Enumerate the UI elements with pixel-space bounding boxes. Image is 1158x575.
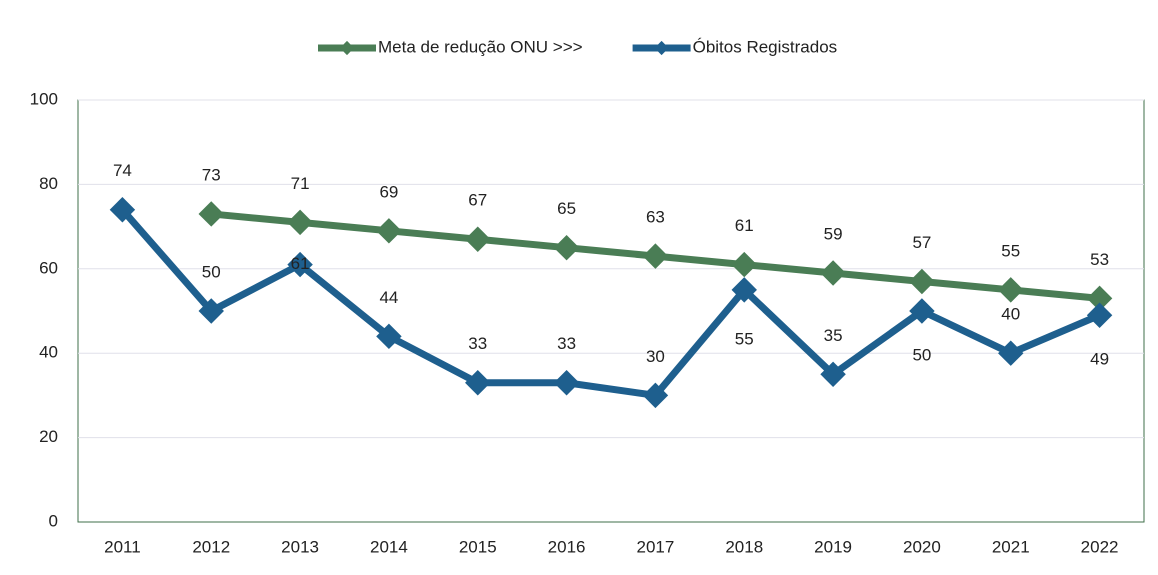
point-marker <box>465 370 491 396</box>
point-marker <box>376 218 402 244</box>
point-marker <box>553 234 580 261</box>
data-label: 63 <box>646 208 665 227</box>
point-marker <box>642 243 669 269</box>
data-label: 40 <box>1001 305 1020 324</box>
legend-label: Meta de redução ONU >>> <box>378 37 583 56</box>
x-tick-label: 2014 <box>370 537 408 556</box>
point-marker <box>198 298 224 324</box>
data-label: 55 <box>735 329 754 348</box>
data-label: 73 <box>202 165 221 184</box>
point-marker <box>731 251 757 278</box>
data-label: 61 <box>291 254 310 273</box>
x-tick-label: 2015 <box>459 537 497 556</box>
x-tick-label: 2021 <box>992 537 1030 556</box>
data-label: 65 <box>557 199 576 218</box>
point-marker <box>909 268 935 295</box>
x-tick-label: 2013 <box>281 537 319 556</box>
point-marker <box>998 340 1024 366</box>
data-label: 44 <box>379 288 398 307</box>
point-marker <box>820 260 846 286</box>
series-line <box>119 207 1101 399</box>
point-marker <box>465 226 491 252</box>
legend-label: Óbitos Registrados <box>693 37 838 56</box>
data-label: 53 <box>1090 250 1109 269</box>
data-label: 33 <box>557 334 576 353</box>
legend-item: Meta de redução ONU >>> <box>318 37 583 56</box>
data-label: 59 <box>824 225 843 244</box>
legend-marker <box>339 40 355 56</box>
data-label: 61 <box>735 216 754 235</box>
y-tick-label: 0 <box>49 511 58 530</box>
point-marker <box>553 370 580 396</box>
y-tick-label: 100 <box>30 89 58 108</box>
point-marker <box>1086 302 1113 328</box>
data-label: 49 <box>1090 350 1109 369</box>
data-label: 55 <box>1001 241 1020 260</box>
legend-marker <box>654 40 669 56</box>
y-tick-label: 60 <box>39 258 58 277</box>
x-tick-label: 2022 <box>1081 537 1119 556</box>
y-tick-label: 40 <box>39 343 58 362</box>
x-tick-label: 2016 <box>548 537 586 556</box>
data-label: 30 <box>646 347 665 366</box>
point-marker <box>820 361 846 388</box>
data-label: 35 <box>824 326 843 345</box>
data-label: 50 <box>202 262 221 281</box>
point-marker <box>376 323 402 350</box>
data-label: 50 <box>912 345 931 364</box>
x-tick-label: 2012 <box>192 537 230 556</box>
x-tick-label: 2020 <box>903 537 941 556</box>
x-tick-label: 2011 <box>104 537 141 556</box>
data-label: 67 <box>468 191 487 210</box>
point-marker <box>287 209 313 236</box>
point-marker <box>998 277 1024 303</box>
data-label: 74 <box>113 161 132 180</box>
plot-border <box>77 99 1145 523</box>
data-label: 33 <box>468 334 487 353</box>
data-label: 71 <box>291 174 310 193</box>
y-tick-label: 20 <box>39 427 58 446</box>
point-marker <box>198 201 224 227</box>
legend-item: Óbitos Registrados <box>632 37 838 56</box>
point-marker <box>287 251 313 278</box>
x-tick-label: 2019 <box>814 537 852 556</box>
point-marker <box>731 277 757 303</box>
x-tick-label: 2017 <box>637 537 675 556</box>
y-tick-label: 80 <box>39 174 58 193</box>
point-marker <box>909 298 935 324</box>
data-label: 57 <box>912 233 931 252</box>
point-marker <box>642 382 669 409</box>
data-label: 69 <box>379 182 398 201</box>
x-tick-label: 2018 <box>725 537 763 556</box>
